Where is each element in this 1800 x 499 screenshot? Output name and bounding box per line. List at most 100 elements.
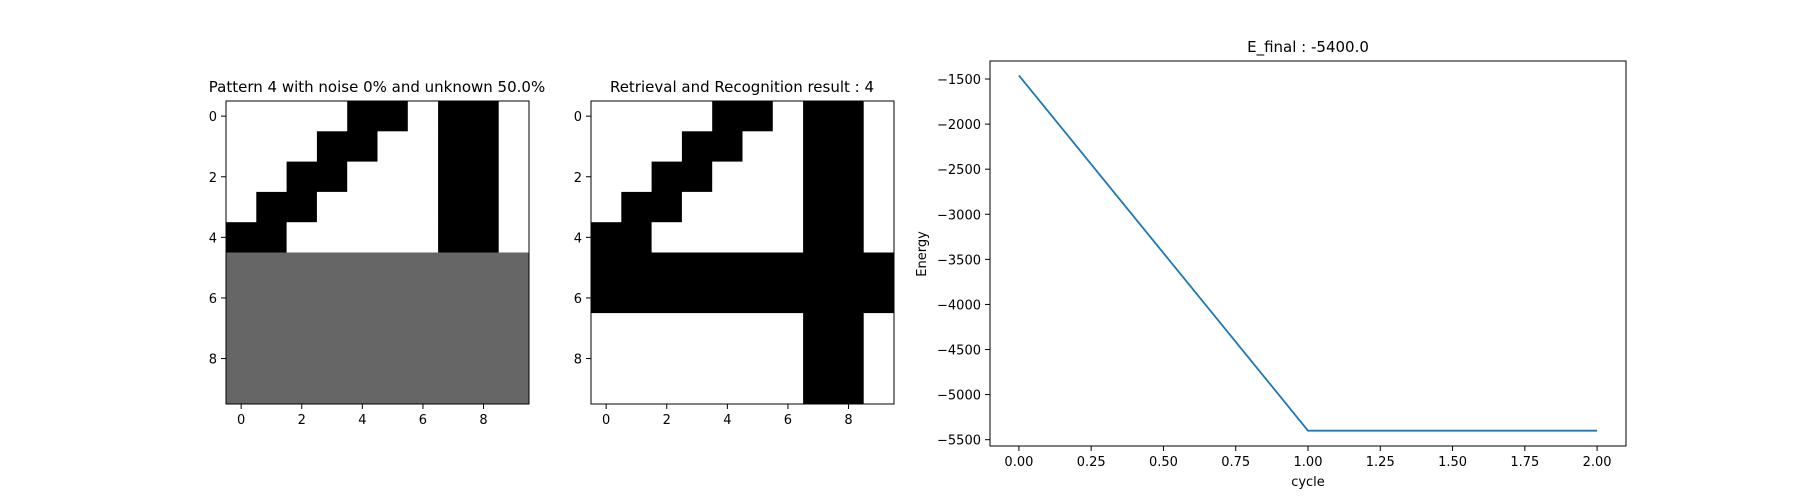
heatmap-cell (833, 343, 865, 375)
heatmap-cell (468, 131, 500, 162)
heatmap-cell (681, 313, 713, 344)
heatmap-cell (347, 222, 378, 253)
y-tick-label: 6 (574, 292, 582, 307)
heatmap-cell (651, 313, 683, 344)
heatmap-cell (803, 161, 834, 193)
x-tick-label: 2 (298, 413, 306, 428)
heatmap-cell (803, 313, 834, 344)
heatmap-cell (407, 101, 439, 132)
heatmap-cell (651, 131, 683, 162)
heatmap-cell (651, 222, 683, 253)
heatmap-cell (468, 191, 500, 223)
heatmap-cell (256, 252, 287, 284)
heatmap-cell (286, 161, 318, 193)
heatmap-cell (438, 161, 469, 193)
heatmap-cell (591, 313, 622, 344)
heatmap-cell (591, 191, 622, 223)
heatmap-cell (377, 313, 409, 344)
heatmap-cell (438, 191, 469, 223)
heatmap-cell (863, 191, 895, 223)
retrieval-result-cells (591, 101, 895, 405)
heatmap-cell (712, 373, 743, 405)
energy-x-ticks: 0.00 0.25 0.50 0.75 1.00 1.25 1.50 1.75 2.00 (1004, 446, 1612, 470)
heatmap-cell (407, 131, 439, 162)
heatmap-cell (712, 161, 743, 193)
heatmap-cell (498, 282, 530, 314)
y-tick-label: −2500 (937, 163, 981, 178)
heatmap-cell (498, 252, 530, 284)
input-pattern-y-ticks: 0 2 4 6 8 (209, 110, 226, 368)
heatmap-cell (863, 282, 895, 314)
heatmap-cell (803, 343, 834, 375)
heatmap-cell (803, 222, 834, 253)
x-tick-label: 1.25 (1366, 455, 1395, 470)
heatmap-cell (681, 161, 713, 193)
heatmap-cell (772, 373, 804, 405)
heatmap-cell (347, 313, 378, 344)
y-tick-label: −3500 (937, 253, 981, 268)
heatmap-cell (438, 252, 469, 284)
energy-x-axis-label: cycle (1291, 475, 1325, 490)
heatmap-cell (407, 252, 439, 284)
heatmap-cell (377, 373, 409, 405)
heatmap-cell (833, 131, 865, 162)
input-pattern-frame (225, 100, 530, 405)
heatmap-cell (681, 373, 713, 405)
heatmap-cell (407, 282, 439, 314)
x-tick-label: 2 (663, 413, 671, 428)
heatmap-cell (681, 282, 713, 314)
x-tick-label: 1.00 (1294, 455, 1323, 470)
heatmap-cell (316, 222, 348, 253)
heatmap-cell (316, 373, 348, 405)
heatmap-cell (468, 373, 500, 405)
heatmap-cell (591, 161, 622, 193)
heatmap-cell (498, 131, 530, 162)
heatmap-cell (651, 101, 683, 132)
heatmap-cell (591, 252, 622, 284)
heatmap-cell (286, 252, 318, 284)
x-tick-label: 0.75 (1221, 455, 1250, 470)
heatmap-cell (621, 313, 652, 344)
heatmap-cell (316, 191, 348, 223)
x-tick-label: 4 (358, 413, 366, 428)
heatmap-cell (712, 313, 743, 344)
heatmap-cell (772, 101, 804, 132)
heatmap-cell (438, 343, 469, 375)
x-tick-label: 4 (723, 413, 731, 428)
heatmap-cell (347, 131, 378, 162)
heatmap-cell (772, 282, 804, 314)
heatmap-cell (347, 252, 378, 284)
energy-plot: E_final : -5400.0 0.00 0.25 0.50 0.75 1.00 1.… (915, 38, 1627, 490)
heatmap-cell (742, 101, 774, 132)
heatmap-cell (621, 373, 652, 405)
heatmap-cell (286, 191, 318, 223)
heatmap-cell (803, 373, 834, 405)
heatmap-cell (498, 343, 530, 375)
heatmap-cell (316, 282, 348, 314)
heatmap-cell (286, 373, 318, 405)
heatmap-cell (833, 252, 865, 284)
heatmap-cell (803, 131, 834, 162)
heatmap-cell (833, 222, 865, 253)
heatmap-cell (621, 101, 652, 132)
heatmap-cell (591, 222, 622, 253)
heatmap-cell (226, 191, 257, 223)
retrieval-result-plot: Retrieval and Recognition result : 4 0 2 4… (574, 78, 895, 428)
heatmap-cell (377, 191, 409, 223)
heatmap-cell (863, 373, 895, 405)
heatmap-cell (742, 222, 774, 253)
heatmap-cell (498, 222, 530, 253)
heatmap-cell (377, 252, 409, 284)
heatmap-cell (681, 131, 713, 162)
heatmap-cell (681, 191, 713, 223)
y-tick-label: −2000 (937, 118, 981, 133)
y-tick-label: −5500 (937, 434, 981, 449)
heatmap-cell (742, 282, 774, 314)
heatmap-cell (347, 101, 378, 132)
heatmap-cell (651, 161, 683, 193)
heatmap-cell (256, 161, 287, 193)
energy-series (1018, 74, 1598, 432)
heatmap-cell (407, 191, 439, 223)
heatmap-cell (316, 343, 348, 375)
